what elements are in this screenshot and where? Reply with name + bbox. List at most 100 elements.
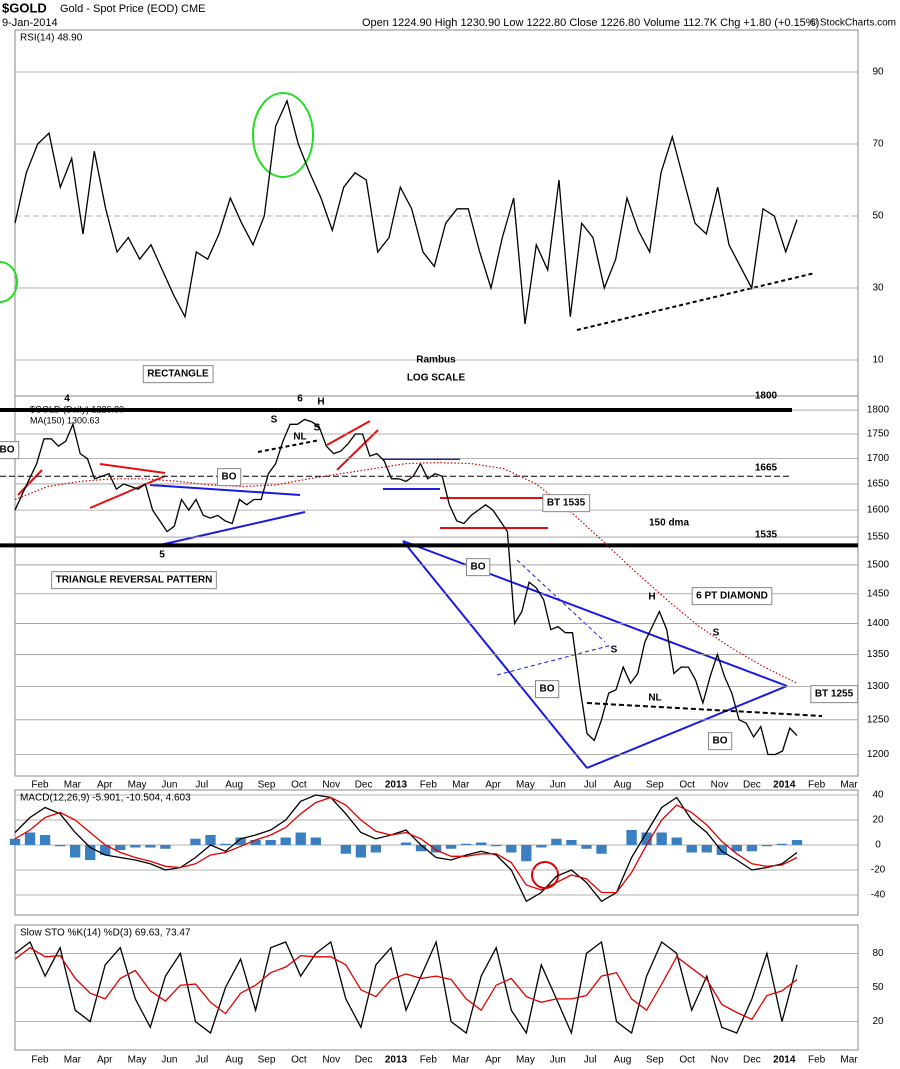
histogram-bar [626,830,637,845]
x-tick-label: Feb [420,1055,438,1066]
y-tick-label: 20 [872,815,884,826]
histogram-bar [280,837,291,845]
y-tick-label: 1550 [867,532,890,543]
annotation-box [51,571,217,590]
series-line [14,946,798,1021]
histogram-bar [9,838,21,845]
histogram-bar [115,845,126,850]
x-tick-label: Jun [161,1055,177,1066]
x-tick-label: Oct [679,780,695,791]
series-line [14,98,798,325]
annotation: BT 1535 [547,498,586,509]
annotation: H [317,397,324,408]
series-line [14,794,798,903]
instrument-name: Gold - Spot Price (EOD) CME [60,3,205,15]
x-tick-label: Mar [840,780,858,791]
x-tick-label: Nov [322,780,340,791]
histogram-bar [445,845,457,849]
x-tick-label: Nov [711,780,729,791]
panel-frame [14,789,859,916]
y-tick-label: 1750 [867,429,890,440]
annotation: BO [222,472,237,483]
annotation-box [535,680,560,699]
annotation: BO [713,736,728,747]
histogram-bar [671,837,682,845]
legend-entry: $GOLD (Daily) 1226.80 [30,404,124,414]
annotation: Rambus [416,355,456,366]
histogram-bar [355,845,367,858]
x-tick-label: Feb [808,780,826,791]
histogram-bar [145,845,156,848]
x-tick-label: Oct [291,1055,307,1066]
annotation-box [810,685,859,704]
x-tick-label: Oct [679,1055,695,1066]
y-tick-label: 50 [872,211,884,222]
x-tick-label: Feb [808,1055,826,1066]
trend-line [576,272,816,331]
panel-legend: MACD(12,26,9) -5.901, -10.504, 4.603 [20,793,191,804]
x-tick-label: Mar [452,780,470,791]
y-tick-label: 30 [872,283,884,294]
y-tick-label: 1300 [867,681,890,692]
legend-entry: MA(150) 1300.63 [30,415,100,425]
annotation: 6 PT DIAMOND [696,591,768,602]
histogram-bar [430,845,442,853]
histogram-bar [160,845,171,849]
annotation-box [0,441,20,460]
histogram-bar [536,845,547,848]
symbol: $GOLD [2,0,47,15]
y-tick-label: 80 [872,948,884,959]
x-tick-label: 2014 [773,1055,796,1066]
histogram-bar [491,845,502,847]
x-tick-label: Dec [355,1055,373,1066]
y-tick-label: 70 [872,139,884,150]
x-tick-label: Feb [420,780,438,791]
histogram-bar [400,842,412,845]
annotation: S [314,423,321,434]
series-line [14,418,798,756]
x-tick-label: Feb [31,1055,49,1066]
histogram-bar [370,845,382,853]
histogram-bar [220,843,231,845]
histogram-bar [24,832,36,845]
histogram-bar [746,845,758,852]
histogram-bar [205,835,216,845]
annotation: S [271,415,278,426]
y-tick-label: 10 [872,355,884,366]
x-tick-label: May [516,1055,535,1066]
x-tick-label: May [128,1055,147,1066]
x-tick-label: Apr [485,780,501,791]
histogram-bar [521,845,532,862]
histogram-bar [731,845,743,852]
histogram-bar [130,845,141,848]
histogram-bar [265,840,276,845]
copyright: © StockCharts.com [810,18,896,29]
annotation: LOG SCALE [407,373,466,384]
x-tick-label: Sep [258,780,276,791]
x-tick-label: Nov [322,1055,340,1066]
histogram-bar [39,835,51,845]
x-tick-label: Jul [584,1055,597,1066]
histogram-bar [460,843,472,845]
histogram-bar [566,840,577,845]
date: 9-Jan-2014 [2,17,58,29]
x-tick-label: Mar [64,1055,82,1066]
level-label: 1800 [755,391,778,402]
histogram-bar [701,845,712,853]
x-tick-label: Jun [161,780,177,791]
histogram-bar [581,845,592,849]
x-tick-label: Mar [840,1055,858,1066]
annotation: 4 [64,394,70,405]
y-tick-label: 0 [875,840,881,851]
x-tick-label: Nov [711,1055,729,1066]
x-tick-label: Jul [195,1055,208,1066]
series-line [14,939,798,1036]
annotation: 5 [159,550,165,561]
y-tick-label: 1650 [867,479,890,490]
y-tick-label: 50 [872,982,884,993]
quote: Open 1224.90 High 1230.90 Low 1222.80 Cl… [362,17,819,29]
histogram-bar [791,840,803,845]
x-tick-label: Aug [614,780,632,791]
series-line [14,461,798,684]
